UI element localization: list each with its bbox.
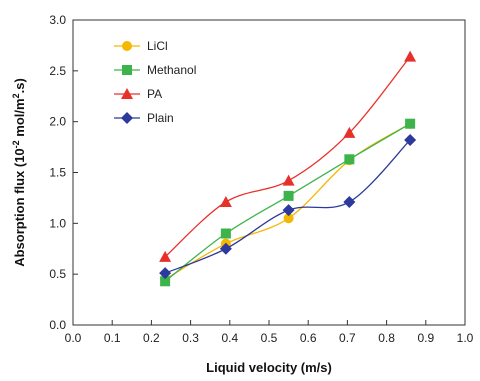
data-point-plain bbox=[282, 204, 295, 217]
y-tick-label: 3.0 bbox=[49, 13, 66, 27]
legend-item-licl: LiCl bbox=[114, 39, 168, 53]
x-tick-label: 0.6 bbox=[300, 331, 317, 345]
y-axis-title-exponent: 2 bbox=[11, 93, 21, 98]
x-tick-label: 0.7 bbox=[339, 331, 356, 345]
data-point-methanol bbox=[405, 118, 416, 129]
data-point-plain bbox=[404, 133, 417, 146]
data-point-licl bbox=[283, 213, 294, 224]
x-tick-label: 0.8 bbox=[378, 331, 395, 345]
y-tick-label: 1.0 bbox=[49, 216, 66, 230]
data-point-methanol bbox=[160, 276, 171, 287]
legend-label-methanol: Methanol bbox=[147, 63, 196, 77]
legend-item-pa: PA bbox=[114, 87, 162, 101]
data-point-plain bbox=[343, 195, 356, 208]
legend-label-licl: LiCl bbox=[147, 39, 168, 53]
data-point-pa bbox=[282, 174, 295, 186]
legend-marker-methanol bbox=[122, 65, 132, 75]
y-tick-label: 0.5 bbox=[49, 267, 66, 281]
data-point-pa bbox=[343, 126, 356, 138]
data-point-methanol bbox=[344, 154, 355, 165]
series-line-pa bbox=[164, 56, 411, 258]
series-methanol bbox=[160, 118, 416, 287]
series-pa bbox=[159, 50, 417, 262]
y-tick-label: 2.0 bbox=[49, 115, 66, 129]
data-point-pa bbox=[404, 50, 417, 62]
x-tick-label: 0.4 bbox=[221, 331, 238, 345]
y-tick-label: 2.5 bbox=[49, 64, 66, 78]
y-axis-title: Absorption flux (10-2 mol/m2.s) bbox=[11, 78, 27, 267]
y-tick-label: 1.5 bbox=[49, 166, 66, 180]
x-tick-label: 0.1 bbox=[104, 331, 121, 345]
legend-marker-licl bbox=[122, 41, 132, 51]
y-tick-label: 0.0 bbox=[49, 318, 66, 332]
legend-label-plain: Plain bbox=[147, 111, 174, 125]
x-tick-label: 0.3 bbox=[182, 331, 199, 345]
series-line-licl bbox=[164, 123, 411, 280]
data-point-methanol bbox=[220, 228, 231, 239]
legend-item-methanol: Methanol bbox=[114, 63, 196, 77]
x-tick-label: 0.2 bbox=[143, 331, 160, 345]
legend-label-pa: PA bbox=[147, 87, 162, 101]
legend: LiCl Methanol PA Plain bbox=[114, 39, 196, 125]
x-tick-label: 1.0 bbox=[457, 331, 474, 345]
series-plain bbox=[159, 133, 417, 280]
y-axis-title-exponent: -2 bbox=[11, 140, 21, 148]
data-point-methanol bbox=[283, 190, 294, 201]
x-tick-label: 0.5 bbox=[261, 331, 278, 345]
data-point-plain bbox=[159, 267, 172, 280]
legend-marker-plain bbox=[121, 112, 133, 124]
x-tick-label: 0.0 bbox=[65, 331, 82, 345]
x-axis-title: Liquid velocity (m/s) bbox=[206, 360, 332, 375]
x-tick-label: 0.9 bbox=[417, 331, 434, 345]
data-point-pa bbox=[219, 195, 232, 207]
legend-marker-pa bbox=[121, 88, 133, 99]
y-axis-title-part: Absorption flux (10 bbox=[12, 148, 27, 266]
y-axis-title-part: .s) bbox=[12, 78, 27, 93]
axis-ticks: 0.0 0.1 0.2 0.3 0.4 0.5 0.6 0.7 0.8 0.9 1.0 0.0 0.5 1… bbox=[49, 13, 473, 345]
series-lines bbox=[159, 50, 417, 287]
y-axis-title-part: mol/m bbox=[12, 98, 27, 140]
data-point-plain bbox=[219, 242, 232, 255]
legend-item-plain: Plain bbox=[114, 111, 174, 125]
data-point-pa bbox=[159, 250, 172, 262]
